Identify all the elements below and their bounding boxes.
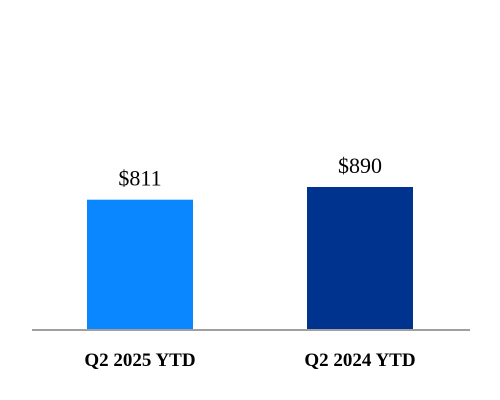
x-tick-label-2: Q2 2024 YTD: [304, 350, 415, 371]
bar-value-label-2: $890: [338, 153, 382, 178]
bar-1: [87, 199, 193, 330]
x-tick-label-1: Q2 2025 YTD: [84, 350, 195, 371]
bar-value-label-1: $811: [118, 166, 161, 191]
bar-2: [307, 187, 413, 330]
labels-layer: $811 Q2 2025 YTD $890 Q2 2024 YTD: [84, 153, 415, 371]
bars-layer: [87, 187, 413, 330]
